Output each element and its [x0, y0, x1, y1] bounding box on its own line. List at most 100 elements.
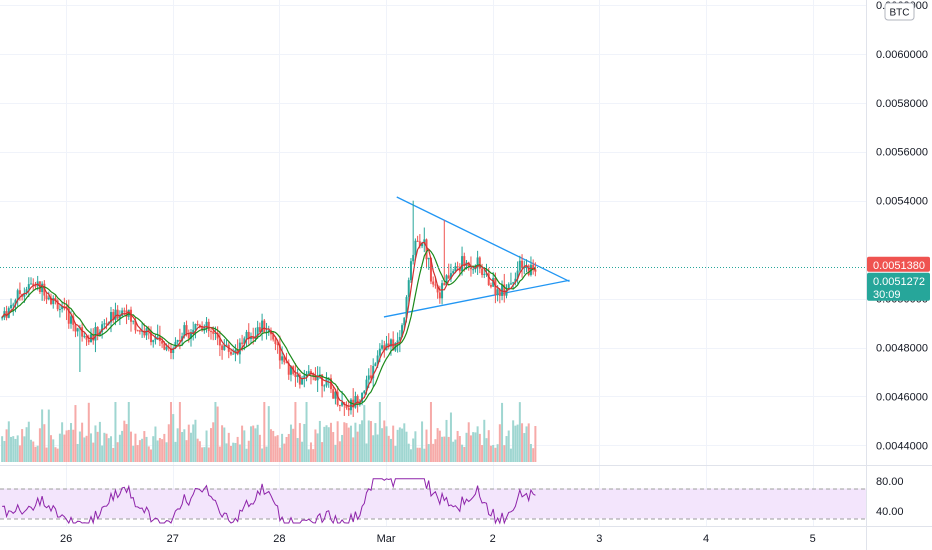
volume-bar — [376, 434, 379, 462]
volume-bar — [365, 443, 368, 462]
volume-bar — [183, 429, 186, 462]
candle-body — [258, 327, 261, 332]
volume-bar — [72, 429, 75, 462]
volume-bar — [254, 428, 257, 462]
volume-bar — [321, 442, 324, 462]
volume-bar — [307, 449, 310, 462]
volume-bar — [498, 424, 501, 462]
candle-body — [16, 290, 19, 301]
volume-bar — [412, 438, 415, 462]
candle-body — [54, 297, 57, 301]
volume-bar — [98, 421, 101, 462]
volume-bar — [263, 402, 266, 462]
volume-bar — [32, 441, 35, 462]
volume-bar — [81, 422, 84, 462]
trendline-lower[interactable] — [383, 279, 570, 318]
volume-bar — [485, 438, 488, 462]
candle-body — [407, 280, 410, 298]
candle-body — [325, 378, 328, 386]
candle-body — [110, 312, 113, 323]
candle-body — [112, 312, 115, 320]
volume-bar — [67, 429, 70, 462]
volume-bar — [463, 446, 466, 462]
candle-body — [347, 407, 350, 411]
price-tick-label: 0.0056000 — [876, 147, 928, 159]
candle-body — [423, 239, 426, 244]
candle-body — [245, 331, 248, 339]
volume-bar — [3, 440, 6, 462]
volume-bar — [87, 402, 90, 462]
candle-body — [361, 393, 364, 402]
candle-body — [118, 316, 121, 319]
volume-bar — [316, 433, 319, 462]
volume-bar — [130, 431, 133, 462]
volume-bar — [301, 441, 304, 462]
volume-bar — [452, 441, 455, 462]
last-price-label: 0.0051272 — [873, 276, 925, 288]
candle-body — [192, 329, 195, 333]
candle-body — [381, 345, 384, 349]
candle-body — [509, 283, 512, 285]
candle-body — [449, 273, 452, 279]
candle-body — [483, 273, 486, 275]
candle-body — [481, 268, 484, 275]
volume-bar — [367, 420, 370, 462]
volume-bar — [378, 402, 381, 462]
volume-bar — [1, 436, 4, 462]
volume-bar — [332, 432, 335, 462]
trendline-upper[interactable] — [396, 196, 570, 283]
volume-bar — [383, 420, 386, 462]
volume-bar — [236, 436, 239, 462]
candle-body — [436, 285, 439, 293]
volume-bar — [123, 420, 126, 462]
date-axis[interactable]: 26 27 28 Mar 2 3 4 5 — [60, 533, 816, 545]
rsi-pane[interactable] — [0, 478, 866, 525]
candle-body — [452, 271, 455, 274]
volume-bar — [265, 446, 268, 462]
volume-bar — [272, 430, 275, 462]
volume-bar — [209, 428, 212, 462]
volume-bar — [241, 425, 244, 462]
candle-body — [427, 257, 430, 260]
candle-body — [156, 336, 159, 338]
candle-body — [438, 292, 441, 299]
candlestick-series[interactable] — [1, 200, 537, 417]
volume-bar — [78, 431, 81, 462]
candle-body — [203, 326, 206, 331]
volume-bar — [125, 424, 128, 462]
volume-bar — [110, 436, 113, 462]
candle-body — [196, 324, 199, 326]
currency-badge[interactable]: BTC — [884, 2, 915, 21]
candle-body — [114, 309, 117, 320]
volume-bar — [198, 441, 201, 462]
volume-bar — [169, 402, 172, 462]
candle-body — [412, 254, 415, 262]
volume-bar — [512, 420, 515, 462]
volume-bar — [58, 433, 61, 462]
volume-bar — [352, 437, 355, 462]
volume-bar — [398, 427, 401, 462]
volume-bar — [267, 406, 270, 462]
candle-body — [303, 375, 306, 379]
volume-bar — [189, 432, 192, 462]
volume-bar — [165, 442, 168, 462]
volume-bar — [105, 433, 108, 462]
price-axis[interactable]: 0.00620000.00600000.00580000.00560000.00… — [876, 0, 928, 452]
candle-body — [185, 325, 188, 334]
volume-bar — [61, 422, 64, 462]
candle-body — [314, 376, 317, 381]
volume-bar — [196, 438, 199, 462]
volume-bar — [432, 443, 435, 462]
rsi-tick-label: 40.00 — [876, 506, 904, 518]
rsi-axis[interactable]: 80.00 40.00 — [876, 476, 904, 518]
candle-body — [401, 325, 404, 337]
candle-body — [194, 324, 197, 330]
volume-bar — [276, 435, 279, 462]
date-tick-label: 26 — [60, 533, 72, 545]
candle-body — [187, 333, 190, 339]
volume-bar — [354, 422, 357, 462]
candle-body — [501, 284, 504, 296]
symmetrical-triangle-drawing[interactable] — [383, 196, 570, 318]
volume-bar — [227, 432, 230, 462]
